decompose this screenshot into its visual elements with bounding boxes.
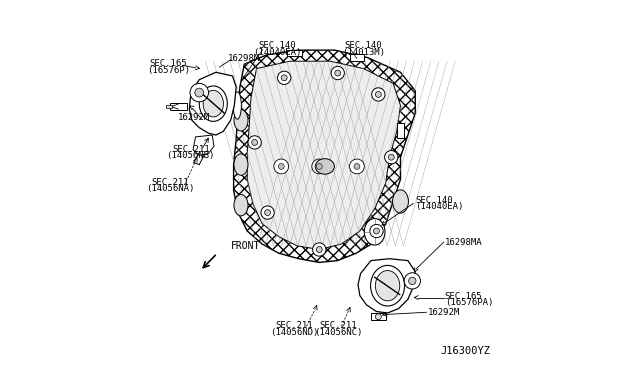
Bar <box>349 54 364 61</box>
Text: (14056NB): (14056NB) <box>166 151 215 160</box>
Bar <box>287 50 301 57</box>
Text: SEC.140: SEC.140 <box>345 41 382 50</box>
Circle shape <box>374 228 380 234</box>
Circle shape <box>376 92 381 97</box>
Circle shape <box>312 243 326 256</box>
Circle shape <box>261 206 274 219</box>
Text: (14056ND): (14056ND) <box>270 328 318 337</box>
Text: SEC.165: SEC.165 <box>150 59 188 68</box>
Circle shape <box>278 71 291 84</box>
Circle shape <box>370 224 383 238</box>
Bar <box>170 103 186 110</box>
Text: SEC.140: SEC.140 <box>415 196 453 205</box>
Polygon shape <box>234 50 415 262</box>
Text: SEC.211: SEC.211 <box>275 321 313 330</box>
Bar <box>371 313 386 320</box>
Text: (14056NA): (14056NA) <box>147 185 195 193</box>
Ellipse shape <box>234 195 248 216</box>
Circle shape <box>349 159 364 174</box>
Circle shape <box>264 210 271 215</box>
Ellipse shape <box>199 86 227 121</box>
Circle shape <box>388 154 394 160</box>
Circle shape <box>316 163 322 169</box>
Circle shape <box>331 66 344 80</box>
Polygon shape <box>358 259 415 313</box>
Ellipse shape <box>376 270 400 301</box>
Text: SEC.165: SEC.165 <box>445 292 483 301</box>
Circle shape <box>248 136 261 149</box>
Text: 16298MA: 16298MA <box>445 238 483 247</box>
Bar <box>397 123 404 138</box>
Circle shape <box>281 75 287 81</box>
Circle shape <box>408 277 416 285</box>
Text: (14056NC): (14056NC) <box>314 328 363 337</box>
Text: SEC.211: SEC.211 <box>152 178 189 187</box>
Text: 16298M: 16298M <box>228 54 260 63</box>
Circle shape <box>252 140 258 145</box>
Circle shape <box>195 88 204 97</box>
Polygon shape <box>247 61 401 250</box>
Text: FRONT: FRONT <box>230 241 260 251</box>
Circle shape <box>278 163 284 169</box>
Ellipse shape <box>364 267 373 297</box>
Ellipse shape <box>392 190 408 213</box>
Text: 16292M: 16292M <box>179 113 211 122</box>
Text: (16576PA): (16576PA) <box>445 298 493 307</box>
Text: (14040EA): (14040EA) <box>253 48 301 57</box>
Ellipse shape <box>364 218 385 245</box>
Circle shape <box>376 314 381 320</box>
Text: 16292M: 16292M <box>428 308 460 317</box>
Circle shape <box>190 83 209 102</box>
Ellipse shape <box>234 110 248 131</box>
Circle shape <box>335 70 340 76</box>
Ellipse shape <box>371 265 404 306</box>
Circle shape <box>404 273 420 289</box>
Text: SEC.140: SEC.140 <box>259 41 296 50</box>
Polygon shape <box>193 135 214 155</box>
Circle shape <box>312 159 326 174</box>
Circle shape <box>385 151 398 164</box>
Text: (14013M): (14013M) <box>342 48 385 57</box>
Text: SEC.211: SEC.211 <box>319 321 357 330</box>
Circle shape <box>274 159 289 174</box>
Text: (16576P): (16576P) <box>147 65 190 74</box>
Ellipse shape <box>203 90 223 117</box>
Circle shape <box>372 88 385 101</box>
Bar <box>166 105 172 109</box>
Text: SEC.211: SEC.211 <box>172 145 209 154</box>
Ellipse shape <box>233 92 241 119</box>
Text: (14040EA): (14040EA) <box>415 202 463 211</box>
Circle shape <box>316 247 322 253</box>
Circle shape <box>354 163 360 169</box>
Ellipse shape <box>234 154 248 175</box>
Text: J16300YZ: J16300YZ <box>440 346 491 356</box>
Ellipse shape <box>316 159 334 174</box>
Polygon shape <box>189 72 236 135</box>
